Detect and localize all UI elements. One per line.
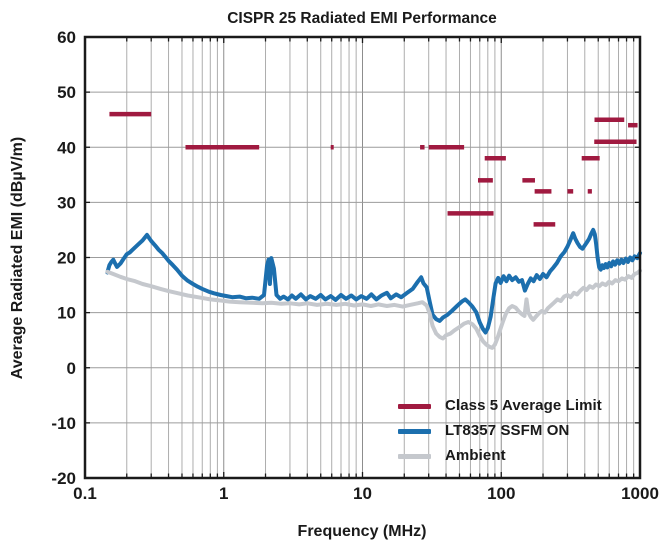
x-tick-labels: 0.1 1 10 100 1000	[73, 484, 659, 503]
x-tick-label: 100	[487, 484, 515, 503]
legend-label-ambient: Ambient	[445, 447, 506, 464]
x-axis-label: Frequency (MHz)	[298, 523, 427, 540]
chart-title: CISPR 25 Radiated EMI Performance	[227, 10, 497, 27]
y-tick-label: 30	[57, 193, 76, 212]
y-tick-label: 50	[57, 83, 76, 102]
x-tick-label: 1	[219, 484, 228, 503]
legend-item-ambient: Ambient	[398, 447, 602, 465]
limit-series	[109, 111, 638, 227]
y-tick-label: 10	[57, 304, 76, 323]
y-tick-label: 0	[67, 359, 76, 378]
y-tick-label: -20	[51, 469, 76, 488]
series-line-ambient	[105, 268, 642, 350]
legend: Class 5 Average Limit LT8357 SSFM ON Amb…	[398, 397, 602, 465]
legend-label-class5-limit: Class 5 Average Limit	[445, 397, 602, 414]
x-tick-label: 0.1	[73, 484, 97, 503]
series-line-ssfm	[105, 227, 642, 335]
legend-swatch-ssfm	[398, 428, 431, 434]
legend-swatch-limit	[398, 403, 431, 409]
y-tick-label: 20	[57, 249, 76, 268]
gridlines	[85, 37, 640, 478]
legend-label-lt8357-ssfm: LT8357 SSFM ON	[445, 422, 570, 439]
legend-item-class5-limit: Class 5 Average Limit	[398, 397, 602, 415]
y-tick-label: 40	[57, 138, 76, 157]
axis-ticks	[84, 36, 641, 479]
legend-item-lt8357-ssfm: LT8357 SSFM ON	[398, 422, 602, 440]
x-tick-label: 10	[353, 484, 372, 503]
y-axis-label: Average Radiated EMI (dBµV/m)	[9, 137, 26, 379]
y-tick-label: 60	[57, 28, 76, 47]
legend-swatch-ambient	[398, 453, 431, 459]
y-tick-labels: -20 -10 0 10 20 30 40 50 60	[51, 28, 76, 488]
measured-series	[105, 227, 642, 350]
x-tick-label: 1000	[621, 484, 659, 503]
y-tick-label: -10	[51, 414, 76, 433]
